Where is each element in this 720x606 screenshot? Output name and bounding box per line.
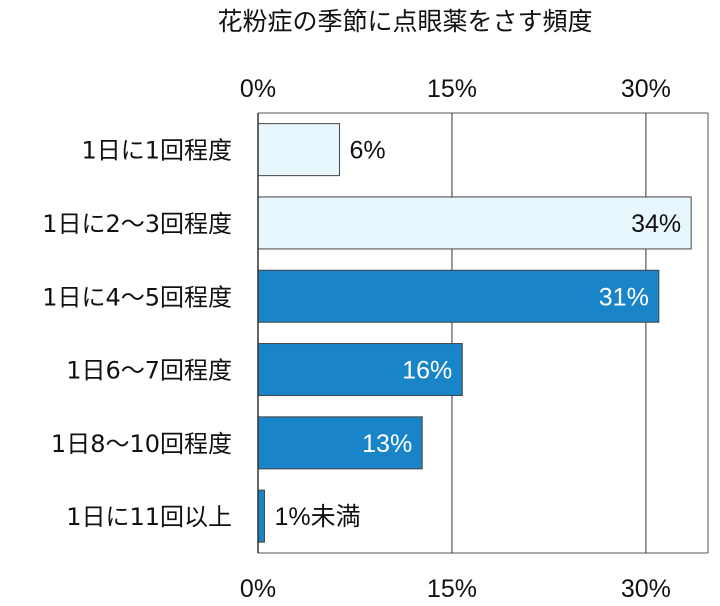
category-label: 1日に1回程度 [81,137,232,165]
chart-title: 花粉症の季節に点眼薬をさす頻度 [217,7,592,36]
bar [257,489,265,543]
bar [257,123,340,177]
category-label: 1日6〜7回程度 [66,357,232,385]
value-label: 13% [362,430,412,458]
bar [257,269,660,323]
label-layer: 1日に1回程度 6% 1日に2〜3回程度 34% 1日に4〜5回程度 31% 1日6〜7回程… [42,137,681,532]
x-tick-label-bottom: 30% [621,575,671,603]
axis-layer: 0% 0% 15% 15% 30% 30% [240,75,671,603]
x-tick-label-top: 15% [427,75,477,103]
x-tick-label-top: 0% [240,75,276,103]
bar [257,196,692,250]
value-label: 31% [599,283,649,311]
x-tick-label-bottom: 15% [427,575,477,603]
category-label: 1日に11回以上 [66,503,232,531]
value-label: 1%未満 [274,503,360,531]
category-label: 1日に2〜3回程度 [42,210,232,238]
category-label: 1日に4〜5回程度 [42,283,232,311]
bar-layer [257,123,692,543]
value-label: 6% [349,137,385,165]
bar [257,416,423,470]
category-label: 1日8〜10回程度 [51,430,232,458]
grid-layer [258,112,709,554]
x-tick-label-top: 30% [621,75,671,103]
value-label: 16% [402,357,452,385]
value-label: 34% [631,210,681,238]
x-tick-label-bottom: 0% [240,575,276,603]
